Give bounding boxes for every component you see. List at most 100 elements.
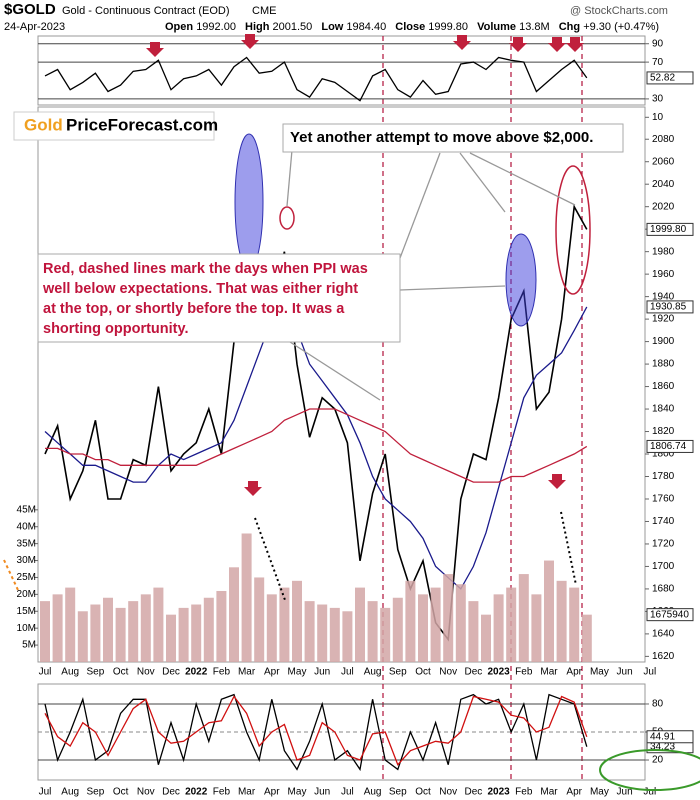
x-tick-label: May [288,667,307,678]
y-tick-label: 1720 [652,539,675,550]
y-tick-label: 1840 [652,404,675,415]
end-label: 44.91 [650,731,675,742]
x-tick-label: Nov [439,667,457,678]
note-line: well below expectations. That was either… [42,281,358,297]
x-tick-label: Jul [643,787,656,798]
volume-bar [367,601,378,662]
note-box [37,253,401,343]
x-tick-label: Jul [39,667,52,678]
highlight [599,749,700,791]
quote: Open 1992.00 High 2001.50 Low 1984.40 Cl… [165,21,659,33]
callout-box [282,123,624,153]
y-tick-label: 10 [652,112,664,123]
x-tick-label: May [590,667,609,678]
volume-bar [254,577,265,662]
y-tick-label: 25M [17,572,36,583]
y-tick-label: 2020 [652,201,675,212]
volume-bar [405,580,416,662]
end-label-box [646,608,694,622]
volume-bar [203,597,214,662]
y-tick-label: 1620 [652,651,675,662]
x-tick-label: Nov [137,787,155,798]
series-line [45,408,588,483]
x-tick-label: Sep [87,667,105,678]
x-tick-label: Nov [137,667,155,678]
volume-bar [518,574,529,662]
x-tick-label: May [288,787,307,798]
x-tick-label: Mar [540,787,558,798]
x-tick-label: Mar [238,667,256,678]
y-tick-label: 1640 [652,629,675,640]
volume-bar [40,601,50,662]
quote-label: Close [395,21,425,33]
end-label-box [646,300,694,314]
end-label: 1930.85 [650,302,687,313]
end-label-box [646,71,694,85]
x-tick-label: Apr [264,667,280,678]
x-tick-label: May [590,787,609,798]
end-label: 1999.80 [650,224,687,235]
y-tick-label: 70 [652,57,664,68]
volume-bar [468,601,479,662]
arrows [146,34,584,496]
x-tick-label: Jul [341,787,354,798]
volume-bar [581,614,592,662]
x-tick-label: Jun [617,787,633,798]
exchange: CME [252,5,276,17]
symbol: $GOLD [4,1,56,18]
note-line: at the top, or shortly before the top. I… [43,301,345,317]
y-tick-label: 1820 [652,426,675,437]
logo-brand: Gold [24,115,63,134]
end-label: 52.82 [650,73,675,84]
y-tick-label: 20M [17,589,36,600]
x-tick-label: Jul [39,787,52,798]
volume-bar [342,611,353,662]
highlight [279,206,295,230]
volume-bar [355,587,365,662]
volume-bar [329,607,340,662]
quote-label: Low [321,21,343,33]
volume-bar [166,614,176,662]
x-tick-label: Nov [439,787,457,798]
volume-bar [241,533,252,662]
volume-bar [90,604,101,662]
quote-label: High [245,21,270,33]
x-tick-label: Apr [566,667,582,678]
volume-bar [544,560,554,662]
x-tick-label: Dec [465,667,483,678]
volume-bar [531,594,542,662]
x-tick-label: Apr [566,787,582,798]
volume-bar [317,604,328,662]
price-frame [37,106,646,663]
y-tick-label: 20 [652,755,664,766]
volume-bar [455,584,466,662]
callout: Yet another attempt to move above $2,000… [290,129,593,146]
note-line: Red, dashed lines mark the days when PPI… [43,261,368,277]
y-tick-label: 1680 [652,584,675,595]
x-tick-label: 2022 [185,667,208,678]
volume-bar [380,607,391,662]
end-label-box [646,439,694,453]
x-tick-label: Dec [162,787,180,798]
x-tick-label: Oct [113,787,129,798]
y-tick-label: 30 [652,94,664,105]
x-tick-label: Jun [314,787,330,798]
y-tick-label: 1740 [652,516,675,527]
volume-bar [52,594,63,662]
volume-bar [430,587,441,662]
series-line [44,56,588,102]
x-tick-label: Jul [643,667,656,678]
x-tick-label: Aug [364,667,382,678]
logo-box [13,111,215,141]
quote-value: +9.30 (+0.47%) [583,21,659,33]
x-tick-label: Feb [213,667,231,678]
end-label: 1806.74 [650,441,687,452]
y-tick-label: 1800 [652,449,675,460]
quote-value: 1999.80 [428,21,468,33]
volume-bar [481,614,491,662]
quote-value: 2001.50 [273,21,313,33]
highlight [505,233,537,327]
y-tick-label: 35M [17,538,36,549]
y-tick-label: 40M [17,521,36,532]
